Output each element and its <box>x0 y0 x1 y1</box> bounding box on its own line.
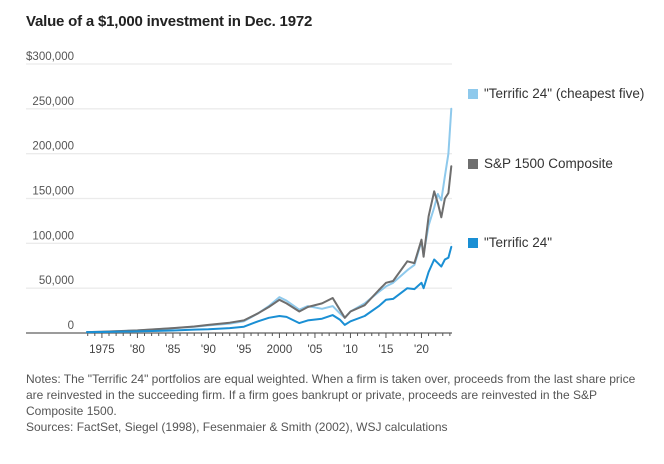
legend-item-terrific-24-cheapest-five: "Terrific 24" (cheapest five) <box>468 84 659 103</box>
series-lines <box>86 107 453 334</box>
legend-item-terrific-24: "Terrific 24" <box>468 233 659 252</box>
x-axis: 1975 '80 '85 '90 '95 2000 '05 '10 '15 '20 <box>26 332 452 356</box>
y-tick-label: 250,000 <box>32 96 74 108</box>
x-tick-label: '80 <box>130 344 145 356</box>
y-tick-label: 0 <box>68 320 74 332</box>
y-tick-label: 150,000 <box>32 186 74 198</box>
notes-text: Notes: The "Terrific 24" portfolios are … <box>26 372 636 418</box>
x-tick-label: '10 <box>343 344 358 356</box>
legend-swatch-icon <box>468 89 478 99</box>
y-tick-label: 50,000 <box>39 275 74 287</box>
legend-swatch-icon <box>468 159 478 169</box>
y-axis-ticks: 0 50,000 100,000 150,000 200,000 250,000 $300,… <box>26 51 74 332</box>
x-tick-label: 1975 <box>89 344 115 356</box>
legend-item-sp-1500-composite: S&P 1500 Composite <box>468 154 659 173</box>
y-tick-label: 200,000 <box>32 141 74 153</box>
x-tick-label: '05 <box>307 344 322 356</box>
x-tick-label: '15 <box>378 344 393 356</box>
y-tick-label: $300,000 <box>26 51 74 63</box>
legend-label: S&P 1500 Composite <box>484 156 613 171</box>
legend-swatch-icon <box>468 238 478 248</box>
series-line-2 <box>86 245 453 334</box>
x-tick-label: 2000 <box>267 344 293 356</box>
y-tick-label: 100,000 <box>32 230 74 242</box>
chart-title: Value of a $1,000 investment in Dec. 197… <box>26 13 313 30</box>
chart-notes: Notes: The "Terrific 24" portfolios are … <box>26 371 646 435</box>
x-tick-label: '20 <box>414 344 429 356</box>
series-line-1 <box>86 165 453 334</box>
gridlines <box>26 63 452 289</box>
legend-label: "Terrific 24" (cheapest five) <box>484 86 645 101</box>
x-tick-label: '90 <box>201 344 216 356</box>
series-line-0 <box>86 107 453 334</box>
x-tick-label: '85 <box>165 344 180 356</box>
x-tick-label: '95 <box>236 344 251 356</box>
legend-label: "Terrific 24" <box>484 235 553 250</box>
sources-text: Sources: FactSet, Siegel (1998), Fesenma… <box>26 420 448 434</box>
